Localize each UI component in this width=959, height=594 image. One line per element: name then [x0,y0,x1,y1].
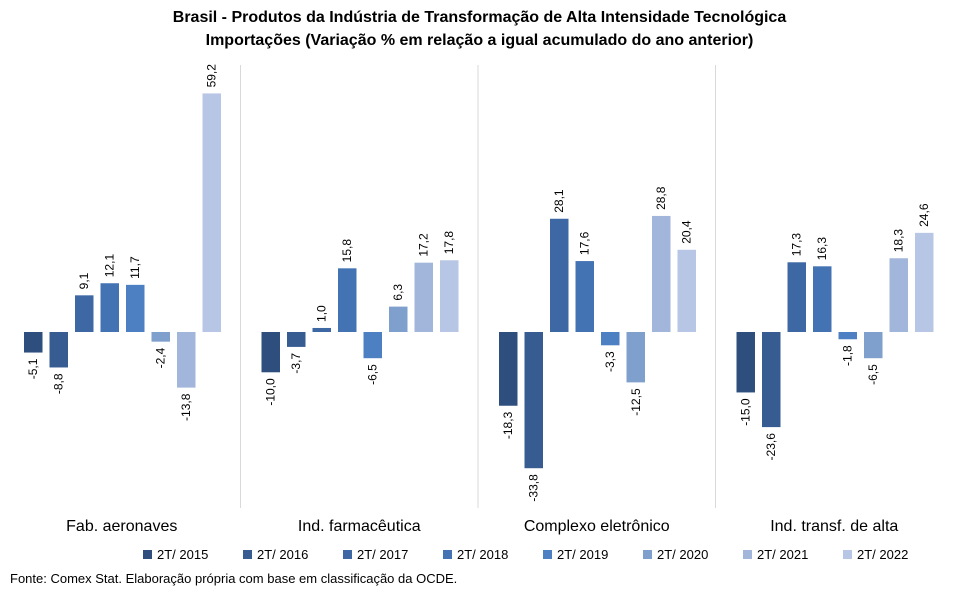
data-label: 6,3 [391,284,405,301]
data-label: -23,6 [764,433,778,461]
data-label: -3,7 [289,353,303,374]
legend-label: 2T/ 2017 [357,547,408,562]
legend-label: 2T/ 2018 [457,547,508,562]
bar [287,332,306,347]
category-label: Complexo eletrônico [524,518,670,535]
chart-subtitle: Importações (Variação % em relação a igu… [205,32,754,49]
data-label: -15,0 [739,398,753,426]
data-label: -2,4 [154,347,168,368]
bar [838,332,857,340]
data-label: 17,8 [442,231,456,255]
bar [49,332,68,368]
data-label: 28,1 [552,189,566,213]
data-label: -18,3 [501,411,515,439]
bar [363,332,382,359]
bar [389,306,408,332]
data-label: 20,4 [680,220,694,244]
data-label: 11,7 [128,256,142,279]
legend-swatch [443,550,452,559]
legend-label: 2T/ 2021 [757,547,808,562]
legend-swatch [143,550,152,559]
bar [414,262,433,332]
legend-swatch [543,550,552,559]
data-label: 59,2 [205,64,219,88]
legend-swatch [343,550,352,559]
category-label: Ind. farmacêutica [298,518,421,535]
legend-label: 2T/ 2020 [657,547,708,562]
legend-swatch [643,550,652,559]
bar [813,266,832,332]
legend: 2T/ 2015 2T/ 2016 2T/ 2017 2T/ 2018 2T/ 2019… [143,547,908,562]
source-note: Fonte: Comex Stat. Elaboração própria co… [10,571,458,586]
data-label: 17,6 [578,231,592,255]
bar [440,260,459,332]
bar [762,332,781,428]
panel-separators [240,65,716,508]
data-label: -5,1 [26,358,40,379]
bar [126,284,145,332]
data-label: 15,8 [340,239,354,263]
bars-layer [24,93,934,469]
category-labels-layer: Fab. aeronaves Ind. farmacêutica Complexo … [66,518,898,535]
bar [524,332,543,469]
legend-swatch [743,550,752,559]
data-label: 1,0 [315,305,329,322]
data-label: 28,8 [654,186,668,210]
data-label: 9,1 [77,272,91,289]
bar [202,93,221,332]
data-label: 17,3 [790,233,804,257]
data-label: -10,0 [264,378,278,406]
bar [499,332,518,406]
data-label: 16,3 [815,237,829,261]
legend-label: 2T/ 2016 [257,547,308,562]
bar [312,327,331,332]
data-label: -13,8 [179,393,193,421]
data-label: 24,6 [917,203,931,227]
bar [75,295,94,332]
data-label: -6,5 [366,364,380,385]
bar [24,332,43,353]
bar [550,218,569,332]
data-label: -8,8 [52,373,66,394]
legend-label: 2T/ 2015 [157,547,208,562]
chart-title-block: Brasil - Produtos da Indústria de Transf… [0,6,959,52]
bar [177,332,196,388]
bar [736,332,755,393]
data-label: 17,2 [417,233,431,257]
bar-labels-layer: -5,1 -8,8 9,1 12,1 11,7 -2,4 -13,8 59,2 -10,0 -3,… [26,64,931,502]
legend-swatch [843,550,852,559]
bar [652,215,671,332]
category-label: Ind. transf. de alta [770,518,898,535]
bar [601,332,620,346]
data-label: -12,5 [629,388,643,416]
bar [915,232,934,332]
data-label: -33,8 [527,474,541,502]
bar [626,332,645,383]
bar [889,258,908,332]
data-label: 12,1 [103,254,117,278]
data-label: 18,3 [892,229,906,253]
data-label: -6,5 [866,364,880,385]
bar [575,261,594,332]
category-label: Fab. aeronaves [66,518,177,535]
data-label: -3,3 [603,351,617,372]
bar [338,268,357,332]
legend-label: 2T/ 2022 [857,547,908,562]
data-label: -1,8 [841,345,855,366]
chart-title: Brasil - Produtos da Indústria de Transf… [172,9,787,26]
bar [677,249,696,332]
bar [100,283,119,332]
bar [151,332,170,342]
legend-label: 2T/ 2019 [557,547,608,562]
legend-swatch [243,550,252,559]
bar [864,332,883,359]
bar [787,262,806,332]
bar [261,332,280,373]
